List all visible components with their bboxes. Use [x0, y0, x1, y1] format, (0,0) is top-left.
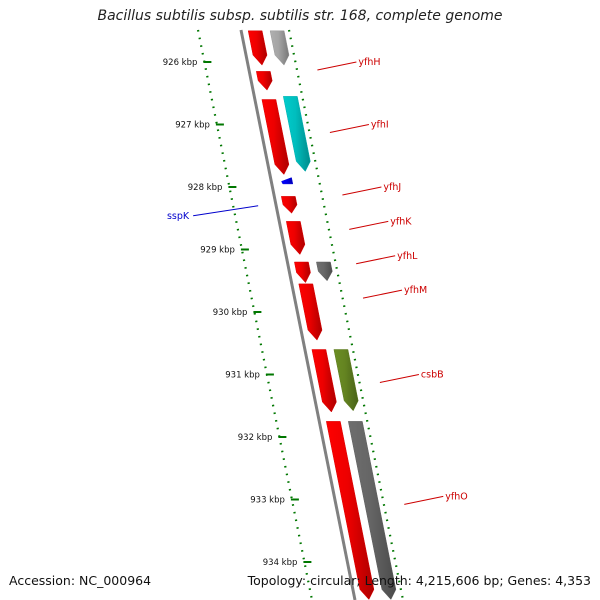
genome-summary-text: Topology: circular; Length: 4,215,606 bp… [247, 573, 591, 588]
feature-arrow-cds-fwd[interactable] [294, 261, 311, 284]
feature-arrow-gene-fwd[interactable] [282, 96, 311, 172]
gene-leader-line [193, 205, 259, 217]
gene-label-yfhJ[interactable]: yfhJ [383, 182, 401, 193]
axis-tick-label: 931 kbp [225, 371, 260, 381]
gene-leader-line [379, 374, 420, 383]
feature-arrow-cds-rev[interactable] [281, 177, 294, 185]
feature-arrow-cds-fwd[interactable] [255, 71, 273, 91]
axis-tick-label: 932 kbp [238, 433, 273, 443]
axis-tick-label: 926 kbp [163, 58, 198, 68]
axis-tick-label: 933 kbp [250, 496, 285, 506]
feature-arrow-gene-fwd[interactable] [269, 30, 290, 66]
feature-arrow-cds-fwd[interactable] [261, 99, 290, 175]
feature-arrow-gene-fwd[interactable] [316, 261, 333, 282]
axis-dotted-line-left [196, 29, 314, 600]
axis-tick-label: 928 kbp [188, 183, 223, 193]
axis-tick-label: 934 kbp [263, 558, 298, 568]
gene-label-yfhH[interactable]: yfhH [358, 57, 380, 68]
feature-arrow-cds-fwd[interactable] [298, 283, 323, 341]
axis-tick-label: 929 kbp [200, 246, 235, 256]
feature-arrow-cds-fwd[interactable] [285, 221, 306, 255]
feature-arrow-gene-fwd[interactable] [347, 421, 397, 600]
genome-title: Bacillus subtilis subsp. subtilis str. 1… [97, 8, 503, 24]
gene-leader-line [342, 186, 382, 196]
gene-leader-line [329, 124, 370, 133]
feature-arrow-gene-fwd[interactable] [333, 349, 359, 412]
feature-arrow-cds-fwd[interactable] [247, 30, 268, 66]
gene-label-yfhM[interactable]: yfhM [404, 285, 427, 296]
gene-label-yfhL[interactable]: yfhL [397, 251, 418, 262]
axis-tick-label: 927 kbp [175, 121, 210, 131]
gene-label-csbB[interactable]: csbB [421, 370, 444, 381]
gene-label-yfhK[interactable]: yfhK [390, 216, 412, 227]
genome-backbone-line [239, 29, 357, 600]
accession-text: Accession: NC_000964 [9, 573, 152, 588]
gene-label-sspK[interactable]: sspK [167, 211, 190, 222]
gene-leader-line [356, 255, 396, 265]
axis-dotted-line-right [287, 29, 405, 600]
axis-tick-label: 930 kbp [213, 308, 248, 318]
gene-leader-line [317, 61, 357, 71]
gene-label-yfhO[interactable]: yfhO [445, 491, 467, 502]
gene-leader-line [362, 289, 403, 299]
gene-leader-line [349, 220, 389, 230]
gene-label-yfhI[interactable]: yfhI [371, 120, 389, 131]
gene-leader-line [404, 495, 444, 505]
feature-arrow-cds-fwd[interactable] [280, 196, 298, 214]
feature-arrow-cds-fwd[interactable] [311, 349, 337, 413]
feature-arrow-cds-fwd[interactable] [325, 421, 375, 600]
